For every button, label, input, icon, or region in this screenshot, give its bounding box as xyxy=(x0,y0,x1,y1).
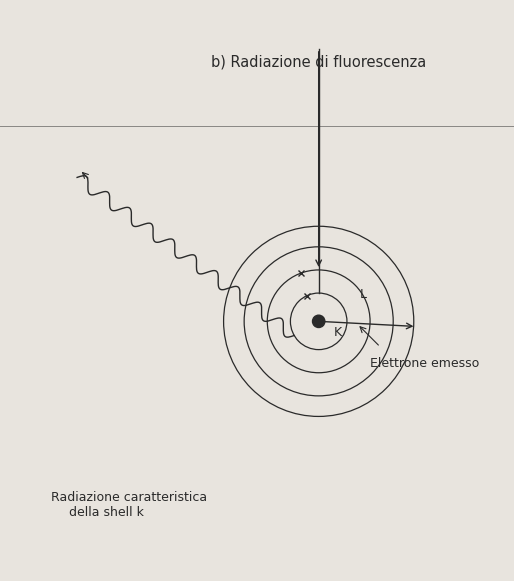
Text: Radiazione caratteristica: Radiazione caratteristica xyxy=(51,491,208,504)
Text: L: L xyxy=(360,288,367,301)
Circle shape xyxy=(313,315,325,328)
Text: della shell k: della shell k xyxy=(69,506,144,519)
Text: Elettrone emesso: Elettrone emesso xyxy=(370,357,480,370)
Text: K: K xyxy=(334,327,342,339)
Text: b) Radiazione di fluorescenza: b) Radiazione di fluorescenza xyxy=(211,54,426,69)
